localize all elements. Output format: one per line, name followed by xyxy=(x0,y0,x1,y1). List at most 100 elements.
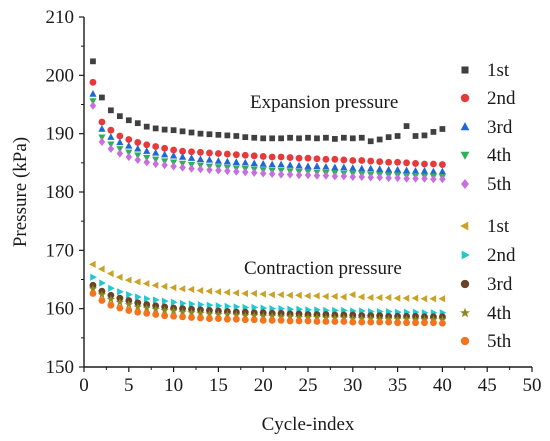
data-point xyxy=(143,158,150,167)
data-point xyxy=(223,150,231,158)
data-point xyxy=(305,134,311,141)
data-point xyxy=(152,296,160,304)
legend-label: 2nd xyxy=(487,88,516,109)
data-point xyxy=(340,156,348,164)
data-point xyxy=(188,164,195,173)
data-point xyxy=(241,158,249,166)
data-point xyxy=(134,120,141,127)
data-point xyxy=(197,300,205,309)
data-point xyxy=(223,288,231,296)
data-point xyxy=(170,151,178,159)
data-point xyxy=(322,318,330,325)
x-tick-label: 35 xyxy=(388,375,407,396)
data-point xyxy=(393,294,401,302)
data-point xyxy=(116,149,124,158)
data-point xyxy=(133,278,141,286)
data-point xyxy=(277,160,285,168)
data-point xyxy=(259,316,267,324)
data-point xyxy=(430,160,437,168)
data-point xyxy=(277,312,286,321)
data-point xyxy=(89,290,97,297)
data-point xyxy=(376,318,384,326)
legend-entry: 2nd xyxy=(461,245,516,266)
series-contraction-5th xyxy=(89,290,446,327)
data-point xyxy=(259,311,268,320)
data-point xyxy=(366,314,375,323)
data-point xyxy=(241,289,248,298)
data-point xyxy=(178,285,186,293)
data-point xyxy=(134,144,142,152)
data-point xyxy=(421,132,428,139)
data-point xyxy=(151,281,159,289)
group-annotations: Expansion pressure Contraction pressure xyxy=(244,92,402,279)
data-point xyxy=(134,155,141,165)
data-point xyxy=(134,138,142,146)
x-tick-label: 50 xyxy=(523,375,542,396)
data-point xyxy=(98,125,106,132)
data-point xyxy=(223,310,232,318)
data-point xyxy=(286,291,293,299)
legend-label: 2nd xyxy=(487,245,516,266)
legend-marker xyxy=(461,178,469,190)
data-point xyxy=(125,152,133,162)
data-point xyxy=(161,144,169,152)
data-point xyxy=(376,173,383,182)
data-point xyxy=(268,160,276,168)
data-point xyxy=(303,313,313,321)
data-point xyxy=(277,170,285,179)
series-expansion-5th xyxy=(89,101,446,184)
data-point xyxy=(385,165,393,173)
data-point xyxy=(250,152,258,160)
data-point xyxy=(259,169,267,178)
data-point xyxy=(439,126,446,132)
data-point xyxy=(385,134,392,141)
data-point xyxy=(106,270,114,278)
data-point xyxy=(215,302,223,310)
data-point xyxy=(178,153,187,160)
data-point xyxy=(269,135,276,142)
data-point xyxy=(296,135,302,142)
data-point xyxy=(107,301,115,309)
data-point xyxy=(97,265,105,273)
x-tick-label: 0 xyxy=(79,375,89,396)
data-point xyxy=(367,157,375,165)
data-point xyxy=(304,154,312,162)
legend: 1st 2nd 3rd 4th 5th 1st 2nd 3rd 4th 5th xyxy=(459,60,516,352)
data-point xyxy=(304,170,312,180)
series-contraction-4th xyxy=(88,284,447,324)
data-point xyxy=(205,155,214,163)
data-point xyxy=(89,78,97,86)
data-point xyxy=(170,298,178,306)
data-point xyxy=(439,175,446,184)
data-point xyxy=(232,151,240,159)
data-point xyxy=(116,304,124,312)
data-point xyxy=(133,302,142,311)
data-point xyxy=(160,306,169,314)
data-markers xyxy=(88,58,447,327)
data-point xyxy=(331,172,339,181)
data-point xyxy=(124,276,132,284)
data-point xyxy=(330,313,339,322)
legend-label: 5th xyxy=(487,331,512,352)
series-contraction-3rd xyxy=(89,281,446,321)
data-point xyxy=(376,158,384,166)
legend-entry: 5th xyxy=(460,331,512,352)
y-axis-title: Pressure (kPa) xyxy=(10,137,31,247)
data-point xyxy=(115,297,124,306)
data-point xyxy=(349,172,357,181)
data-point xyxy=(250,159,258,167)
data-point xyxy=(206,301,214,309)
data-point xyxy=(304,292,311,300)
data-point xyxy=(188,313,195,321)
data-point xyxy=(348,314,357,323)
x-tick-label: 5 xyxy=(124,375,134,396)
data-point xyxy=(313,162,321,170)
data-point xyxy=(161,126,168,133)
data-point xyxy=(98,118,106,126)
data-point xyxy=(241,151,249,159)
data-point xyxy=(313,318,321,325)
data-point xyxy=(259,290,266,298)
data-point xyxy=(151,304,160,313)
contraction-pressure-annotation: Contraction pressure xyxy=(244,258,402,279)
data-point xyxy=(385,318,393,326)
